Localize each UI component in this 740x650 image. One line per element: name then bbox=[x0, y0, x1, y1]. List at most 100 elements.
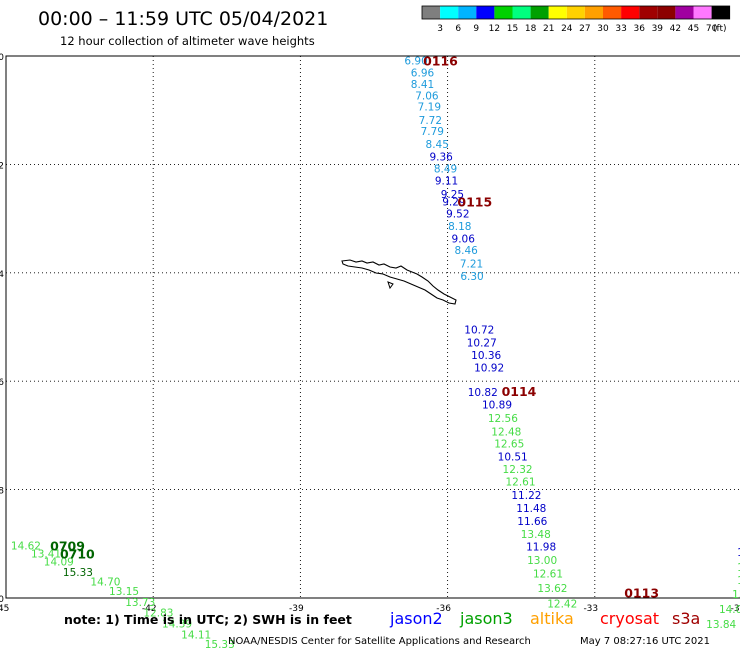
wave-height-value: 15.33 bbox=[205, 639, 235, 650]
colorbar-unit-label: (ft) bbox=[713, 24, 727, 34]
colorbar-tick-label: 30 bbox=[597, 24, 609, 34]
legend-jason3: jason3 bbox=[459, 609, 513, 628]
wave-height-value: 7.21 bbox=[460, 259, 483, 271]
wave-height-value: 9.11 bbox=[435, 176, 458, 188]
longitude-label: -30 bbox=[731, 604, 740, 614]
wave-height-value: 7.06 bbox=[415, 91, 439, 103]
wave-height-value: 10.92 bbox=[474, 363, 504, 375]
colorbar-swatch bbox=[693, 6, 712, 19]
colorbar-swatch bbox=[530, 6, 549, 19]
colorbar-swatch bbox=[494, 6, 513, 19]
footer-credit: NOAA/NESDIS Center for Satellite Applica… bbox=[228, 636, 531, 647]
map-frame bbox=[5, 55, 740, 599]
colorbar-tick-label: 45 bbox=[688, 24, 699, 34]
wave-height-value: 10.36 bbox=[471, 350, 501, 362]
longitude-label: -33 bbox=[583, 604, 598, 614]
colorbar-swatch bbox=[675, 6, 694, 19]
wave-height-value: 15.33 bbox=[63, 567, 93, 579]
wave-height-value: 12.65 bbox=[494, 439, 524, 451]
map-grid bbox=[6, 56, 740, 598]
colorbar-tick-label: 12 bbox=[489, 24, 500, 34]
wave-height-value: 9.06 bbox=[452, 234, 476, 246]
wave-height-value: 13.73 bbox=[125, 597, 155, 609]
colorbar-swatch bbox=[711, 6, 730, 19]
wave-height-value: 9.25 bbox=[441, 189, 464, 201]
colorbar-swatch bbox=[566, 6, 585, 19]
colorbar-tick-label: 3 bbox=[437, 24, 443, 34]
wave-height-value: 8.41 bbox=[411, 79, 434, 91]
colorbar-swatch bbox=[621, 6, 640, 19]
colorbar-swatch bbox=[584, 6, 603, 19]
longitude-label: -42 bbox=[142, 604, 157, 614]
legend-altika: altika bbox=[530, 609, 574, 628]
wave-height-value: 10.51 bbox=[498, 452, 528, 464]
wave-height-value: 11.22 bbox=[511, 490, 541, 502]
colorbar-tick-label: 70 bbox=[706, 24, 718, 34]
south-georgia-coastline bbox=[341, 259, 457, 305]
wave-height-value: 12.48 bbox=[491, 427, 521, 439]
wave-height-value: 11.98 bbox=[526, 542, 556, 554]
wave-height-value: 8.49 bbox=[434, 164, 457, 176]
colorbar-border bbox=[421, 5, 731, 20]
latitude-label: -60 bbox=[0, 595, 4, 605]
wave-height-value: 6.90 bbox=[404, 55, 427, 67]
wave-height-value: 11.48 bbox=[516, 503, 546, 515]
wave-height-value: 10.27 bbox=[467, 338, 497, 350]
wave-height-observations: 6.906.968.417.067.19 7.727.798.459.368.49… bbox=[11, 51, 740, 650]
wave-height-value: 7.79 bbox=[421, 126, 444, 138]
wave-height-value: 10.72 bbox=[464, 325, 494, 337]
wave-height-value: 10.82 bbox=[468, 387, 498, 399]
wave-height-value: 12.42 bbox=[547, 598, 577, 610]
colorbar-tick-label: 39 bbox=[652, 24, 664, 34]
colorbar-swatch bbox=[512, 6, 531, 19]
color-scale-bar: 3 6 9 12 15 18 21 24 27 30 33 36 39 42 45 70 bbox=[421, 5, 731, 34]
wave-height-value: 13.84 bbox=[706, 619, 736, 631]
legend-s3a: s3a bbox=[672, 609, 700, 628]
wave-height-value: 6.96 bbox=[411, 67, 435, 79]
latitude-labels: -50 -52 -54 -56 -58 -60 bbox=[0, 53, 4, 605]
latitude-label: -58 bbox=[0, 487, 4, 497]
longitude-label: -39 bbox=[289, 604, 304, 614]
colorbar-swatch bbox=[603, 6, 622, 19]
colorbar-swatch bbox=[422, 6, 441, 19]
colorbar-tick-label: 36 bbox=[633, 24, 645, 34]
longitude-labels: -45 -42 -39 -36 -33 -30 bbox=[0, 604, 740, 614]
wave-height-value: 13.00 bbox=[527, 555, 557, 567]
wave-height-value: 7.19 bbox=[418, 101, 441, 113]
colorbar-tick-label: 18 bbox=[525, 24, 537, 34]
colorbar-swatch bbox=[440, 6, 459, 19]
wave-height-value: 8.46 bbox=[454, 245, 478, 257]
pass-time-label: 0116 bbox=[423, 53, 458, 68]
wave-height-value: 9.36 bbox=[429, 151, 453, 163]
wave-height-value: 8.45 bbox=[426, 139, 449, 151]
wave-height-value: 14.39 bbox=[162, 618, 192, 630]
latitude-label: -50 bbox=[0, 53, 4, 63]
wave-height-value: 13.41 bbox=[31, 549, 61, 561]
colorbar-tick-label: 9 bbox=[473, 24, 479, 34]
wave-height-value: 9.52 bbox=[446, 209, 469, 221]
wave-height-value: 12.56 bbox=[488, 413, 518, 425]
wave-height-value: 13.97 bbox=[732, 589, 740, 601]
wave-height-value: 12. bbox=[737, 562, 740, 574]
wave-height-value: 9.29 bbox=[442, 196, 465, 208]
latitude-label: -52 bbox=[0, 161, 4, 171]
colorbar-tick-label: 21 bbox=[543, 24, 554, 34]
colorbar-tick-label: 6 bbox=[455, 24, 461, 34]
wave-height-value: 11.66 bbox=[517, 516, 547, 528]
pass-time-label: 0115 bbox=[457, 194, 492, 209]
wave-height-value: 11 bbox=[737, 547, 740, 559]
wave-height-value: 12.83 bbox=[143, 608, 173, 620]
wave-height-value: 10.89 bbox=[482, 400, 512, 412]
pass-time-label: 0709 bbox=[50, 538, 85, 553]
page-title: 00:00 – 11:59 UTC 05/04/2021 bbox=[38, 8, 328, 30]
wave-height-value: 14.70 bbox=[90, 577, 120, 589]
wave-height-value: 13.48 bbox=[521, 529, 551, 541]
colorbar-swatch bbox=[458, 6, 477, 19]
colorbar-tick-label: 24 bbox=[561, 24, 573, 34]
longitude-label: -45 bbox=[0, 604, 9, 614]
wave-height-value: 14.62 bbox=[11, 540, 41, 552]
pass-time-label: 0710 bbox=[60, 547, 95, 562]
colorbar-swatch bbox=[548, 6, 567, 19]
colorbar-tick-label: 42 bbox=[670, 24, 681, 34]
